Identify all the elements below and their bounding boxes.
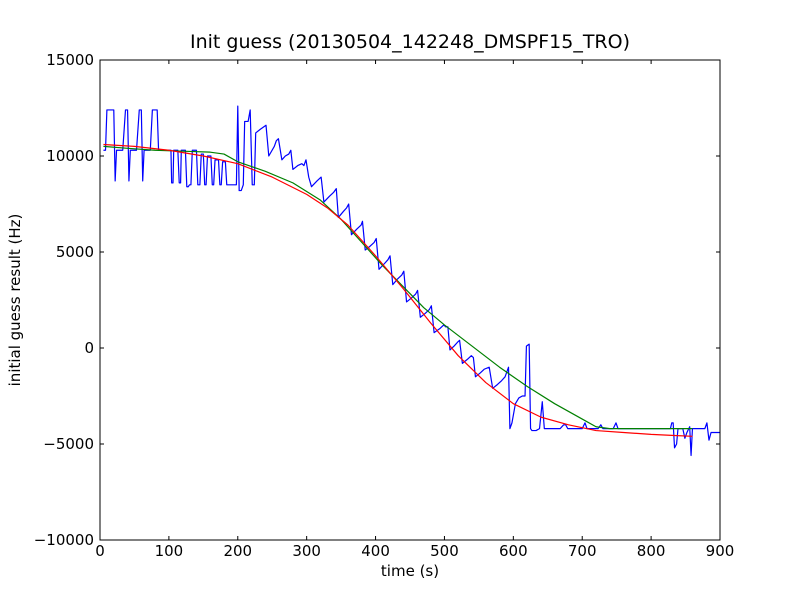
y-tick-label: 15000 — [46, 51, 94, 69]
x-tick-label: 0 — [95, 542, 105, 560]
x-tick-label: 400 — [361, 542, 390, 560]
axes-frame — [99, 59, 721, 541]
series-line-3 — [103, 143, 693, 437]
x-axis-label: time (s) — [381, 562, 439, 580]
y-tick-label: −10000 — [34, 531, 94, 549]
x-tick-label: 700 — [568, 542, 597, 560]
x-tick-label: 800 — [637, 542, 666, 560]
x-tick-label: 500 — [430, 542, 459, 560]
y-tick-label: −5000 — [43, 435, 94, 453]
y-tick-label: 0 — [84, 339, 94, 357]
x-tick-label: 900 — [706, 542, 735, 560]
y-tick-label: 5000 — [56, 243, 94, 261]
chart-title: Init guess (20130504_142248_DMSPF15_TRO) — [190, 31, 630, 53]
y-axis-label: initial guess result (Hz) — [6, 214, 24, 387]
x-tick-label: 600 — [499, 542, 528, 560]
y-tick-label: 10000 — [46, 147, 94, 165]
x-tick-label: 300 — [292, 542, 321, 560]
x-tick-label: 200 — [223, 542, 252, 560]
series-line-1 — [103, 105, 720, 457]
plot-area: 0 100 200 300 400 500 600 700 800 900 −10000 −5000 0… — [34, 51, 735, 560]
x-tick-label: 100 — [155, 542, 184, 560]
